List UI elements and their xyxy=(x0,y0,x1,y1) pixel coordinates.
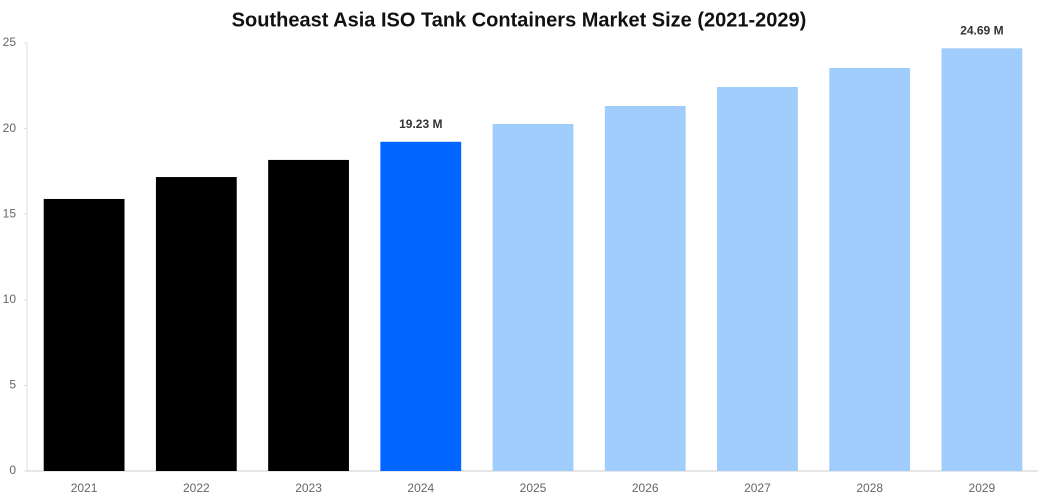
bar xyxy=(829,67,911,471)
x-tick-label: 2027 xyxy=(744,481,771,495)
y-tick-label: 25 xyxy=(3,35,17,49)
value-label: 19.23 M xyxy=(399,117,442,131)
y-tick-label: 5 xyxy=(9,378,16,392)
x-tick-label: 2026 xyxy=(632,481,659,495)
bar xyxy=(155,177,237,471)
x-tick-label: 2024 xyxy=(407,481,434,495)
value-label: 24.69 M xyxy=(960,23,1003,37)
x-tick-label: 2029 xyxy=(969,481,996,495)
y-tick-label: 15 xyxy=(3,206,17,220)
y-tick-label: 20 xyxy=(3,121,17,135)
x-tick-label: 2023 xyxy=(295,481,322,495)
bar xyxy=(268,159,349,471)
y-tick-label: 0 xyxy=(9,463,16,477)
x-tick-label: 2025 xyxy=(520,481,547,495)
bar xyxy=(43,198,125,471)
x-tick-label: 2022 xyxy=(183,481,210,495)
chart-title: Southeast Asia ISO Tank Containers Marke… xyxy=(232,9,807,31)
bar xyxy=(380,141,462,471)
bar xyxy=(604,106,686,472)
bar xyxy=(941,48,1023,472)
x-tick-label: 2028 xyxy=(856,481,883,495)
bar xyxy=(492,123,574,471)
x-tick-label: 2021 xyxy=(71,481,98,495)
bar xyxy=(717,86,798,471)
y-tick-label: 10 xyxy=(3,292,17,306)
